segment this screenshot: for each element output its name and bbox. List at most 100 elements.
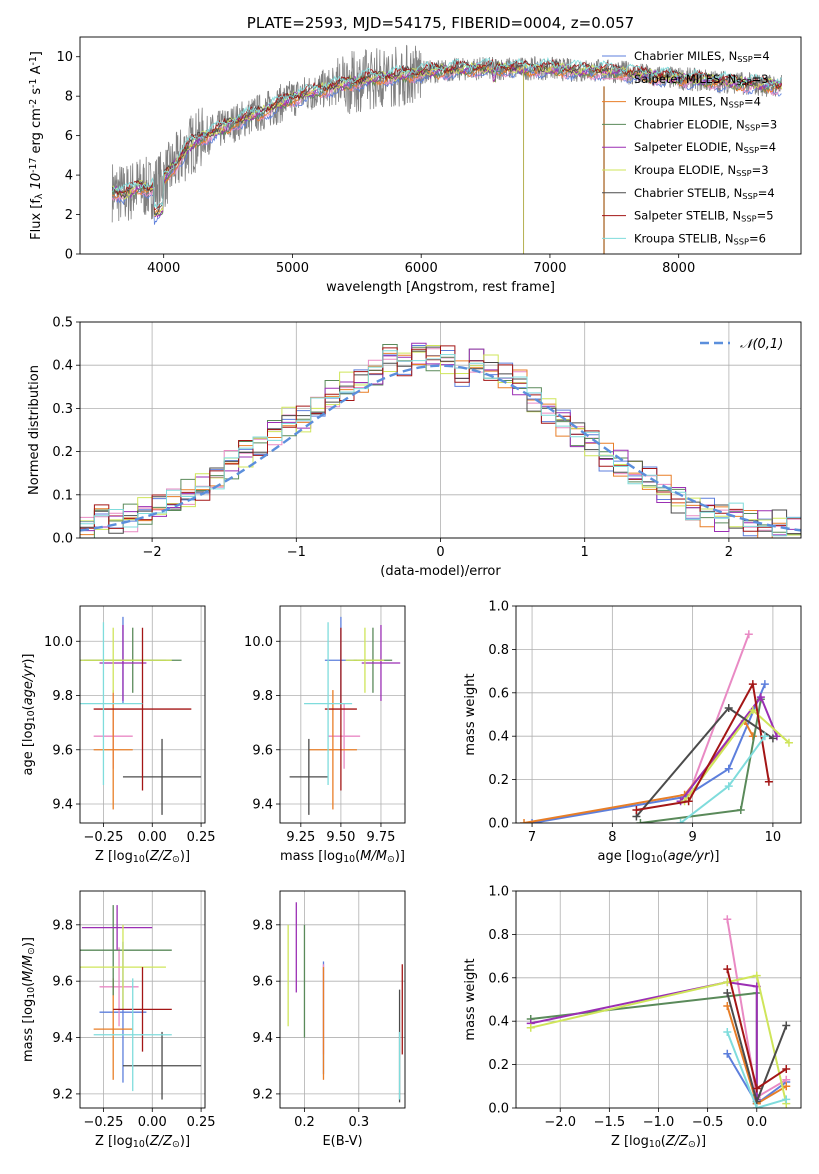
mass-weight-point xyxy=(772,732,781,741)
y-tick-label: 9.2 xyxy=(52,1087,73,1102)
histogram-step xyxy=(80,345,801,532)
x-tick-label: −1 xyxy=(287,545,306,560)
y-tick-label: 1.0 xyxy=(488,600,509,615)
y-tick-label: 4 xyxy=(65,169,73,184)
legend: Chabrier MILES, NSSP=4 Salpeter MILES, NS… xyxy=(602,49,777,246)
y-tick-label: 9.8 xyxy=(52,689,73,704)
x-axis-label: (data-model)/error xyxy=(380,564,501,579)
plot-area xyxy=(80,905,202,1100)
y-tick-label: 10.0 xyxy=(44,635,73,650)
chart-6: 0.2 0.3 9.2 9.4 9.6 9.8 E(B-V) xyxy=(252,890,406,1149)
y-tick-label: 9.8 xyxy=(52,918,73,933)
mass-weight-point xyxy=(748,706,757,715)
legend-label: Chabrier STELIB, NSSP=4 xyxy=(634,186,775,201)
x-tick-label: 9.75 xyxy=(366,830,395,845)
y-tick-label: 9.8 xyxy=(252,918,273,933)
mass-weight-point xyxy=(736,805,745,814)
mass-weight-point xyxy=(723,1049,732,1058)
y-tick-label: 0.2 xyxy=(488,773,509,788)
mass-weight-point xyxy=(724,703,733,712)
mass-weight-point xyxy=(752,1104,761,1108)
mass-weight-point xyxy=(760,732,769,741)
x-tick-label: 0.00 xyxy=(138,1115,167,1130)
x-tick-label: 8 xyxy=(608,830,616,845)
y-axis-label: mass weight xyxy=(463,958,478,1040)
x-tick-label: 0.00 xyxy=(138,830,167,845)
chart-2: −0.25 0.00 0.25 9.4 9.6 9.8 10.0 Z [log10(Z/Z⊙)… xyxy=(21,605,216,865)
mass-weight-line xyxy=(687,633,750,796)
y-tick-label: 0.0 xyxy=(52,532,73,547)
x-tick-label: 7000 xyxy=(533,261,566,276)
x-tick-label: 6000 xyxy=(405,261,438,276)
x-tick-label: 7 xyxy=(528,830,536,845)
y-tick-label: 9.8 xyxy=(252,689,273,704)
mass-weight-point xyxy=(782,1064,791,1073)
grid xyxy=(280,606,405,823)
x-tick-label: 9.25 xyxy=(286,830,315,845)
mass-weight-point xyxy=(782,1021,791,1030)
mass-weight-line xyxy=(530,981,758,1100)
legend-label: 𝒩(0,1) xyxy=(740,337,783,352)
y-tick-label: 0.0 xyxy=(488,1102,509,1117)
axes-frame xyxy=(279,605,406,824)
y-tick-label: 0.5 xyxy=(52,316,73,331)
histogram-step xyxy=(80,350,801,537)
x-tick-label: −0.25 xyxy=(84,830,124,845)
y-tick-label: 9.4 xyxy=(52,1031,73,1046)
x-tick-label: 4000 xyxy=(147,261,180,276)
x-tick-label: 0.3 xyxy=(348,1115,369,1130)
x-axis-label: Z [log10(Z/Z⊙)] xyxy=(95,1134,190,1150)
x-tick-label: −1.0 xyxy=(643,1115,675,1130)
y-tick-label: 9.4 xyxy=(52,798,73,813)
plot-area xyxy=(520,630,793,823)
y-tick-label: 9.2 xyxy=(252,1087,273,1102)
mass-weight-point xyxy=(526,1023,535,1032)
y-axis-label: Normed distribution xyxy=(27,365,42,495)
plot-area xyxy=(289,616,401,815)
x-tick-label: 0.2 xyxy=(294,1115,315,1130)
x-axis-label: E(B-V) xyxy=(322,1134,362,1149)
grid xyxy=(280,891,405,1108)
y-tick-label: 0.8 xyxy=(488,643,509,658)
y-tick-label: 0.4 xyxy=(488,730,509,745)
histogram-step xyxy=(80,346,801,535)
y-tick-label: 9.6 xyxy=(252,975,273,990)
mass-weight-point xyxy=(744,630,753,639)
mass-weight-line xyxy=(636,681,770,811)
mass-weight-point xyxy=(724,764,733,773)
y-axis-label: mass [log10(M/M⊙)] xyxy=(21,937,37,1062)
mass-weight-point xyxy=(752,1084,761,1093)
y-tick-label: 9.6 xyxy=(52,743,73,758)
axes-frame xyxy=(79,321,802,539)
legend-label: Kroupa STELIB, NSSP=6 xyxy=(634,231,766,246)
y-tick-label: 9.6 xyxy=(252,743,273,758)
chart-7: −2.0 −1.5 −1.0 −0.5 0.0 0.0 0.2 0.4 0.6 0.8 1.0 Z [… xyxy=(463,885,802,1150)
axes-frame xyxy=(279,890,406,1109)
y-tick-label: 0.6 xyxy=(488,686,509,701)
y-tick-label: 0.4 xyxy=(488,1015,509,1030)
axes-frame xyxy=(79,36,802,255)
x-tick-label: 10 xyxy=(765,830,782,845)
mass-weight-point xyxy=(782,1082,791,1091)
mass-weight-line xyxy=(530,991,758,1095)
plot-area xyxy=(80,342,801,538)
mass-weight-point xyxy=(684,797,693,806)
mass-weight-point xyxy=(632,805,641,814)
axes-frame xyxy=(79,890,206,1109)
mass-weight-point xyxy=(756,693,765,702)
mass-weight-point xyxy=(768,734,777,743)
x-tick-label: 9.50 xyxy=(326,830,355,845)
x-tick-label: 0.0 xyxy=(746,1115,767,1130)
chart-title: PLATE=2593, MJD=54175, FIBERID=0004, z=0… xyxy=(247,14,634,32)
y-tick-label: 0 xyxy=(65,248,73,263)
y-tick-label: 0.2 xyxy=(488,1058,509,1073)
mass-weight-point xyxy=(723,1028,732,1037)
y-tick-label: 9.4 xyxy=(252,798,273,813)
chart-3: 9.25 9.50 9.75 9.4 9.6 9.8 10.0 mass [log10(M/M… xyxy=(244,605,406,865)
x-tick-label: 0 xyxy=(436,545,444,560)
y-axis-label: Flux [fλ 10-17 erg cm-2 s-1 A-1] xyxy=(28,51,45,240)
x-axis-label: age [log10(age/yr)] xyxy=(597,849,719,865)
y-tick-label: 0.8 xyxy=(488,928,509,943)
chart-5: −0.25 0.00 0.25 9.2 9.4 9.6 9.8 Z [log10(Z/Z⊙)]… xyxy=(21,890,216,1150)
